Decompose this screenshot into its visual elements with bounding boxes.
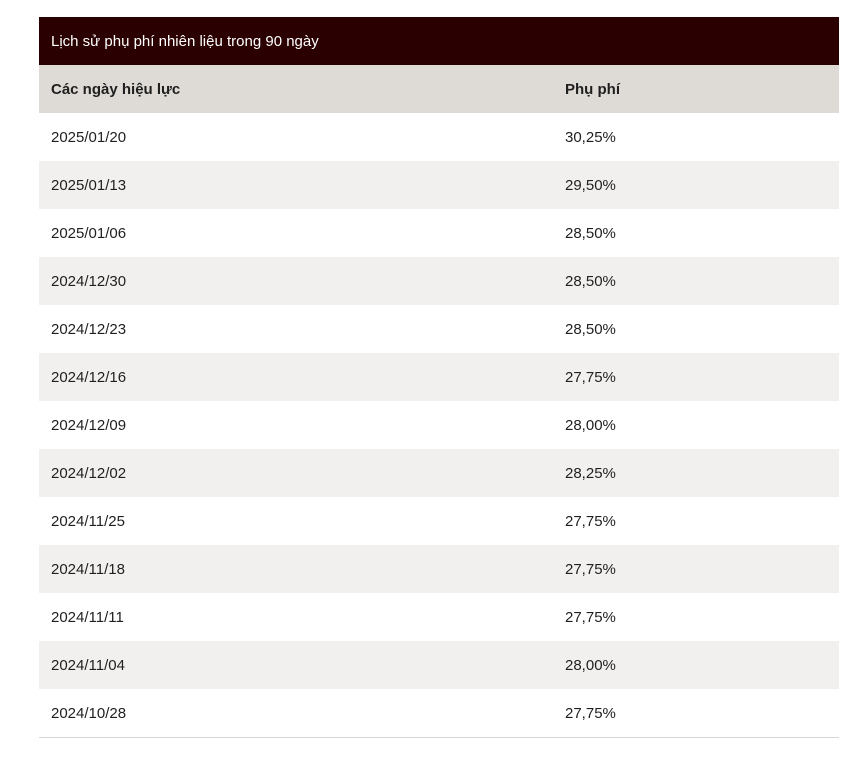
row-surcharge: 28,50% <box>565 320 616 338</box>
row-effective-date: 2024/12/09 <box>51 416 127 434</box>
table-row: 2025/01/06 28,50% <box>39 209 839 257</box>
row-effective-date: 2024/10/28 <box>51 704 127 722</box>
table-row: 2024/12/09 28,00% <box>39 401 839 449</box>
row-surcharge: 29,50% <box>565 176 616 194</box>
row-effective-date: 2024/12/30 <box>51 272 127 290</box>
table-header-row: Các ngày hiệu lực Phụ phí <box>39 65 839 113</box>
row-effective-date: 2025/01/13 <box>51 176 127 194</box>
row-surcharge: 27,75% <box>565 608 616 626</box>
row-surcharge: 27,75% <box>565 560 616 578</box>
table-row: 2025/01/20 30,25% <box>39 113 839 161</box>
row-effective-date: 2024/11/11 <box>51 608 124 626</box>
row-effective-date: 2024/11/25 <box>51 512 125 530</box>
table-row: 2025/01/13 29,50% <box>39 161 839 209</box>
row-surcharge: 28,00% <box>565 656 616 674</box>
table-body: 2025/01/20 30,25% 2025/01/13 29,50% 2025/01/… <box>39 113 839 737</box>
row-surcharge: 28,25% <box>565 464 616 482</box>
table-row: 2024/12/30 28,50% <box>39 257 839 305</box>
row-surcharge: 27,75% <box>565 704 616 722</box>
table-row: 2024/12/02 28,25% <box>39 449 839 497</box>
table-row: 2024/11/25 27,75% <box>39 497 839 545</box>
table-row: 2024/12/16 27,75% <box>39 353 839 401</box>
table-row: 2024/12/23 28,50% <box>39 305 839 353</box>
header-effective-date: Các ngày hiệu lực <box>51 80 181 98</box>
row-surcharge: 30,25% <box>565 128 616 146</box>
row-surcharge: 28,50% <box>565 272 616 290</box>
row-surcharge: 27,75% <box>565 512 616 530</box>
table-row: 2024/10/28 27,75% <box>39 689 839 737</box>
header-surcharge: Phụ phí <box>565 80 620 98</box>
row-effective-date: 2024/12/16 <box>51 368 127 386</box>
row-effective-date: 2025/01/20 <box>51 128 127 146</box>
row-effective-date: 2024/12/23 <box>51 320 127 338</box>
row-effective-date: 2024/11/18 <box>51 560 125 578</box>
table-row: 2024/11/18 27,75% <box>39 545 839 593</box>
row-effective-date: 2025/01/06 <box>51 224 127 242</box>
table-caption: Lịch sử phụ phí nhiên liệu trong 90 ngày <box>39 17 839 65</box>
row-surcharge: 28,00% <box>565 416 616 434</box>
fuel-surcharge-table: Lịch sử phụ phí nhiên liệu trong 90 ngày… <box>39 17 839 738</box>
row-surcharge: 27,75% <box>565 368 616 386</box>
table-row: 2024/11/04 28,00% <box>39 641 839 689</box>
row-effective-date: 2024/11/04 <box>51 656 125 674</box>
row-effective-date: 2024/12/02 <box>51 464 127 482</box>
row-surcharge: 28,50% <box>565 224 616 242</box>
table-row: 2024/11/11 27,75% <box>39 593 839 641</box>
